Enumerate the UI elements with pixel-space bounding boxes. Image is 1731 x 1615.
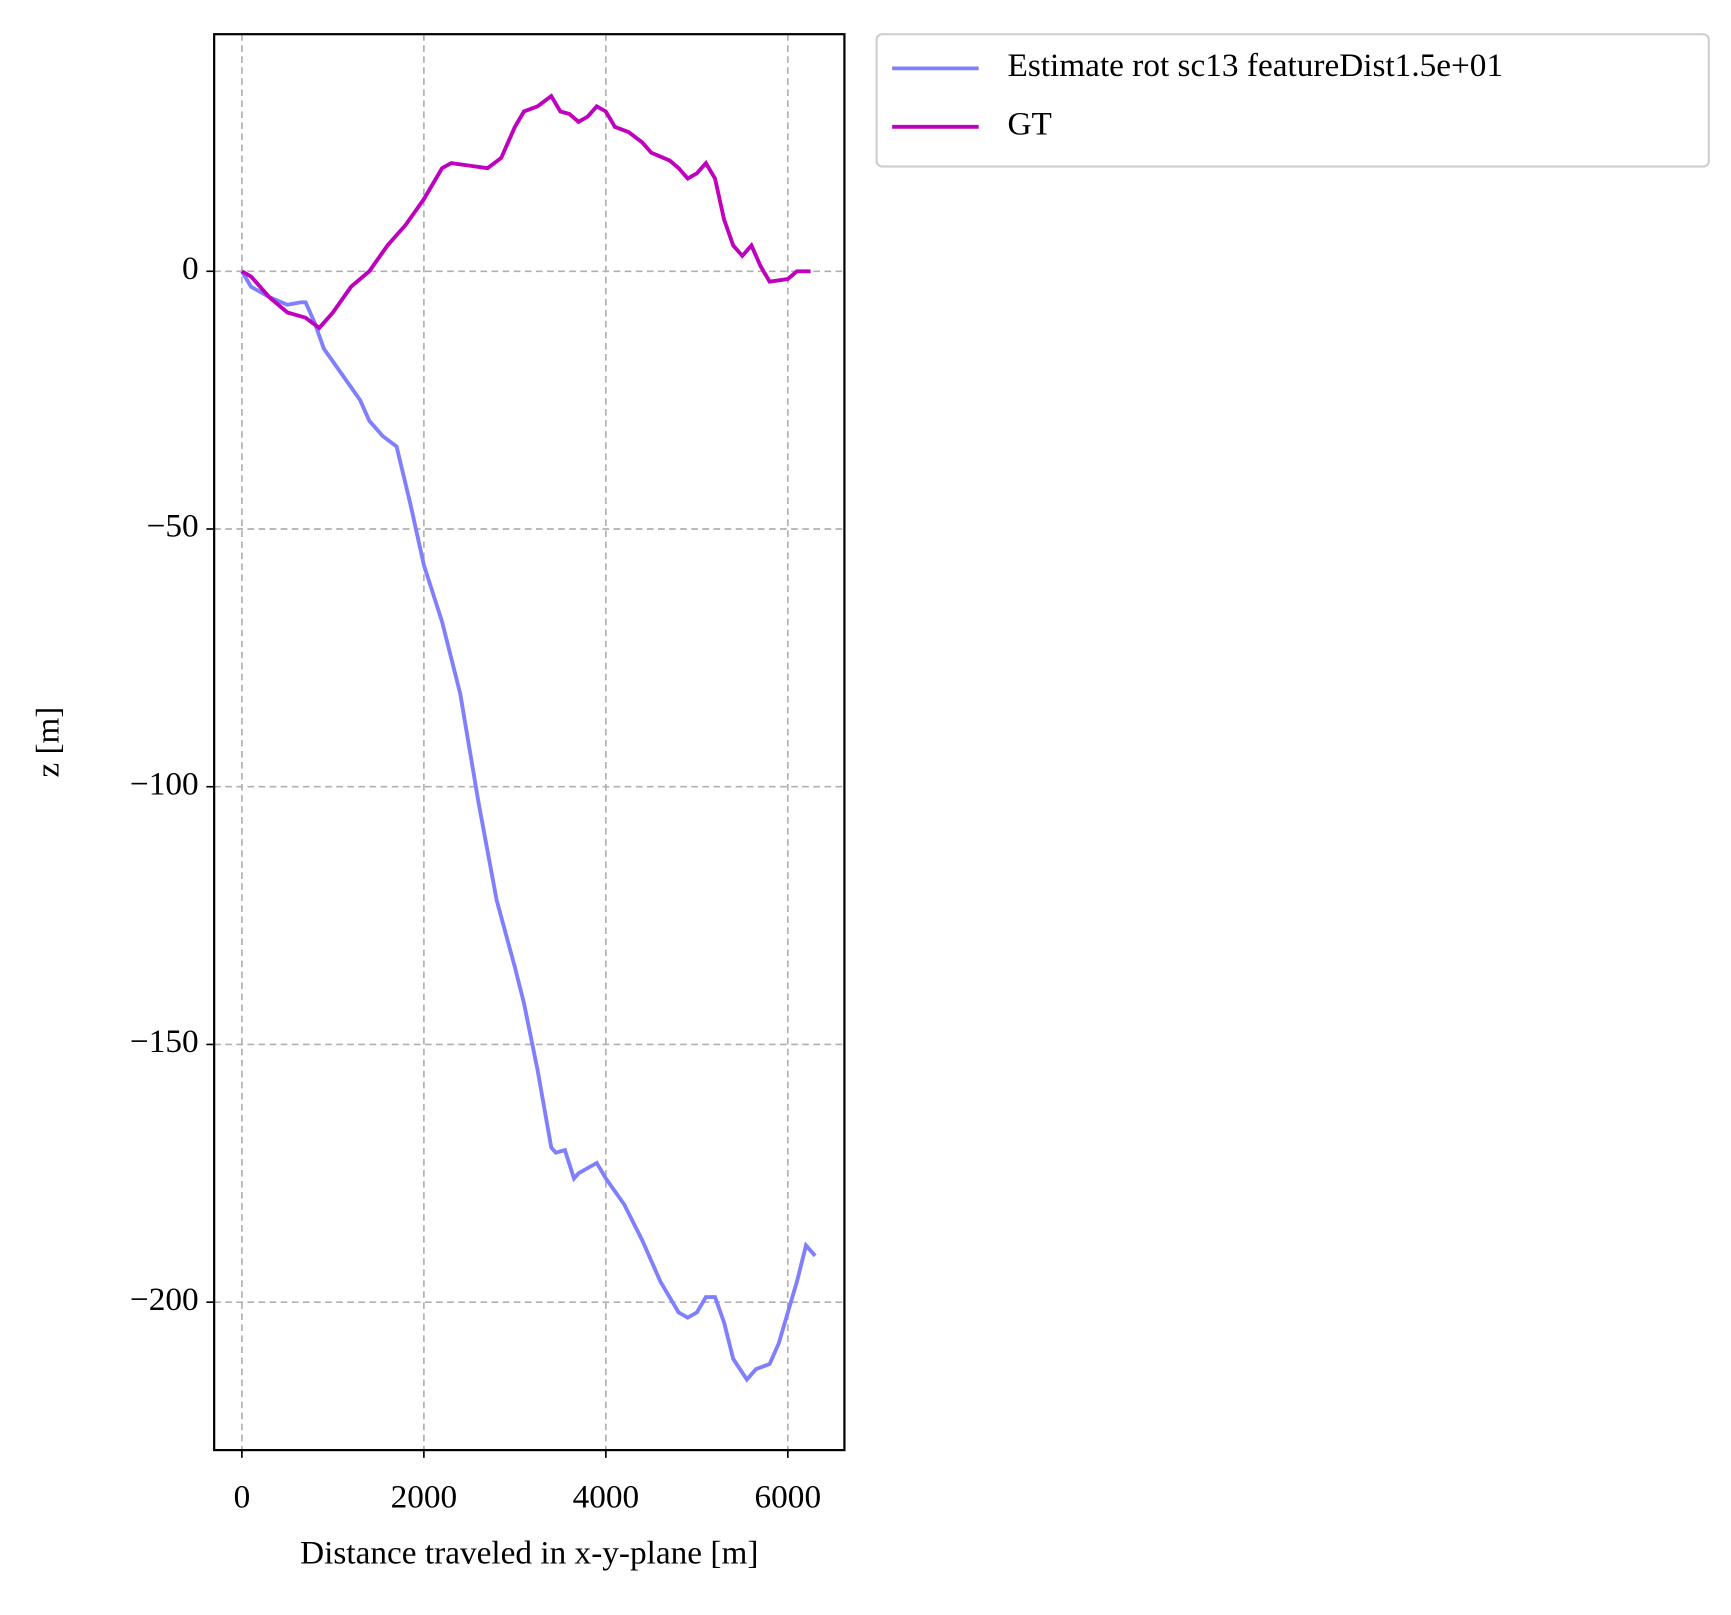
plot-frame [213,33,846,1452]
x-tick-label: 6000 [755,1478,822,1515]
x-axis-label: Distance traveled in x-y-plane [m] [300,1535,758,1572]
legend-box [875,33,1710,168]
data-line [240,93,811,331]
y-tick-label: 0 [182,250,199,287]
y-tick-label: −200 [130,1281,199,1318]
legend-label: Estimate rot sc13 featureDist1.5e+01 [1008,47,1504,84]
y-tick-label: −50 [147,508,199,545]
y-tick-label: −150 [130,1023,199,1060]
x-tick-label: 2000 [391,1478,458,1515]
y-tick-label: −100 [130,765,199,802]
data-line [240,270,817,1383]
x-tick-label: 0 [234,1478,251,1515]
legend-label: GT [1008,105,1052,142]
x-tick-label: 4000 [573,1478,640,1515]
y-axis-label: z [m] [30,707,67,778]
